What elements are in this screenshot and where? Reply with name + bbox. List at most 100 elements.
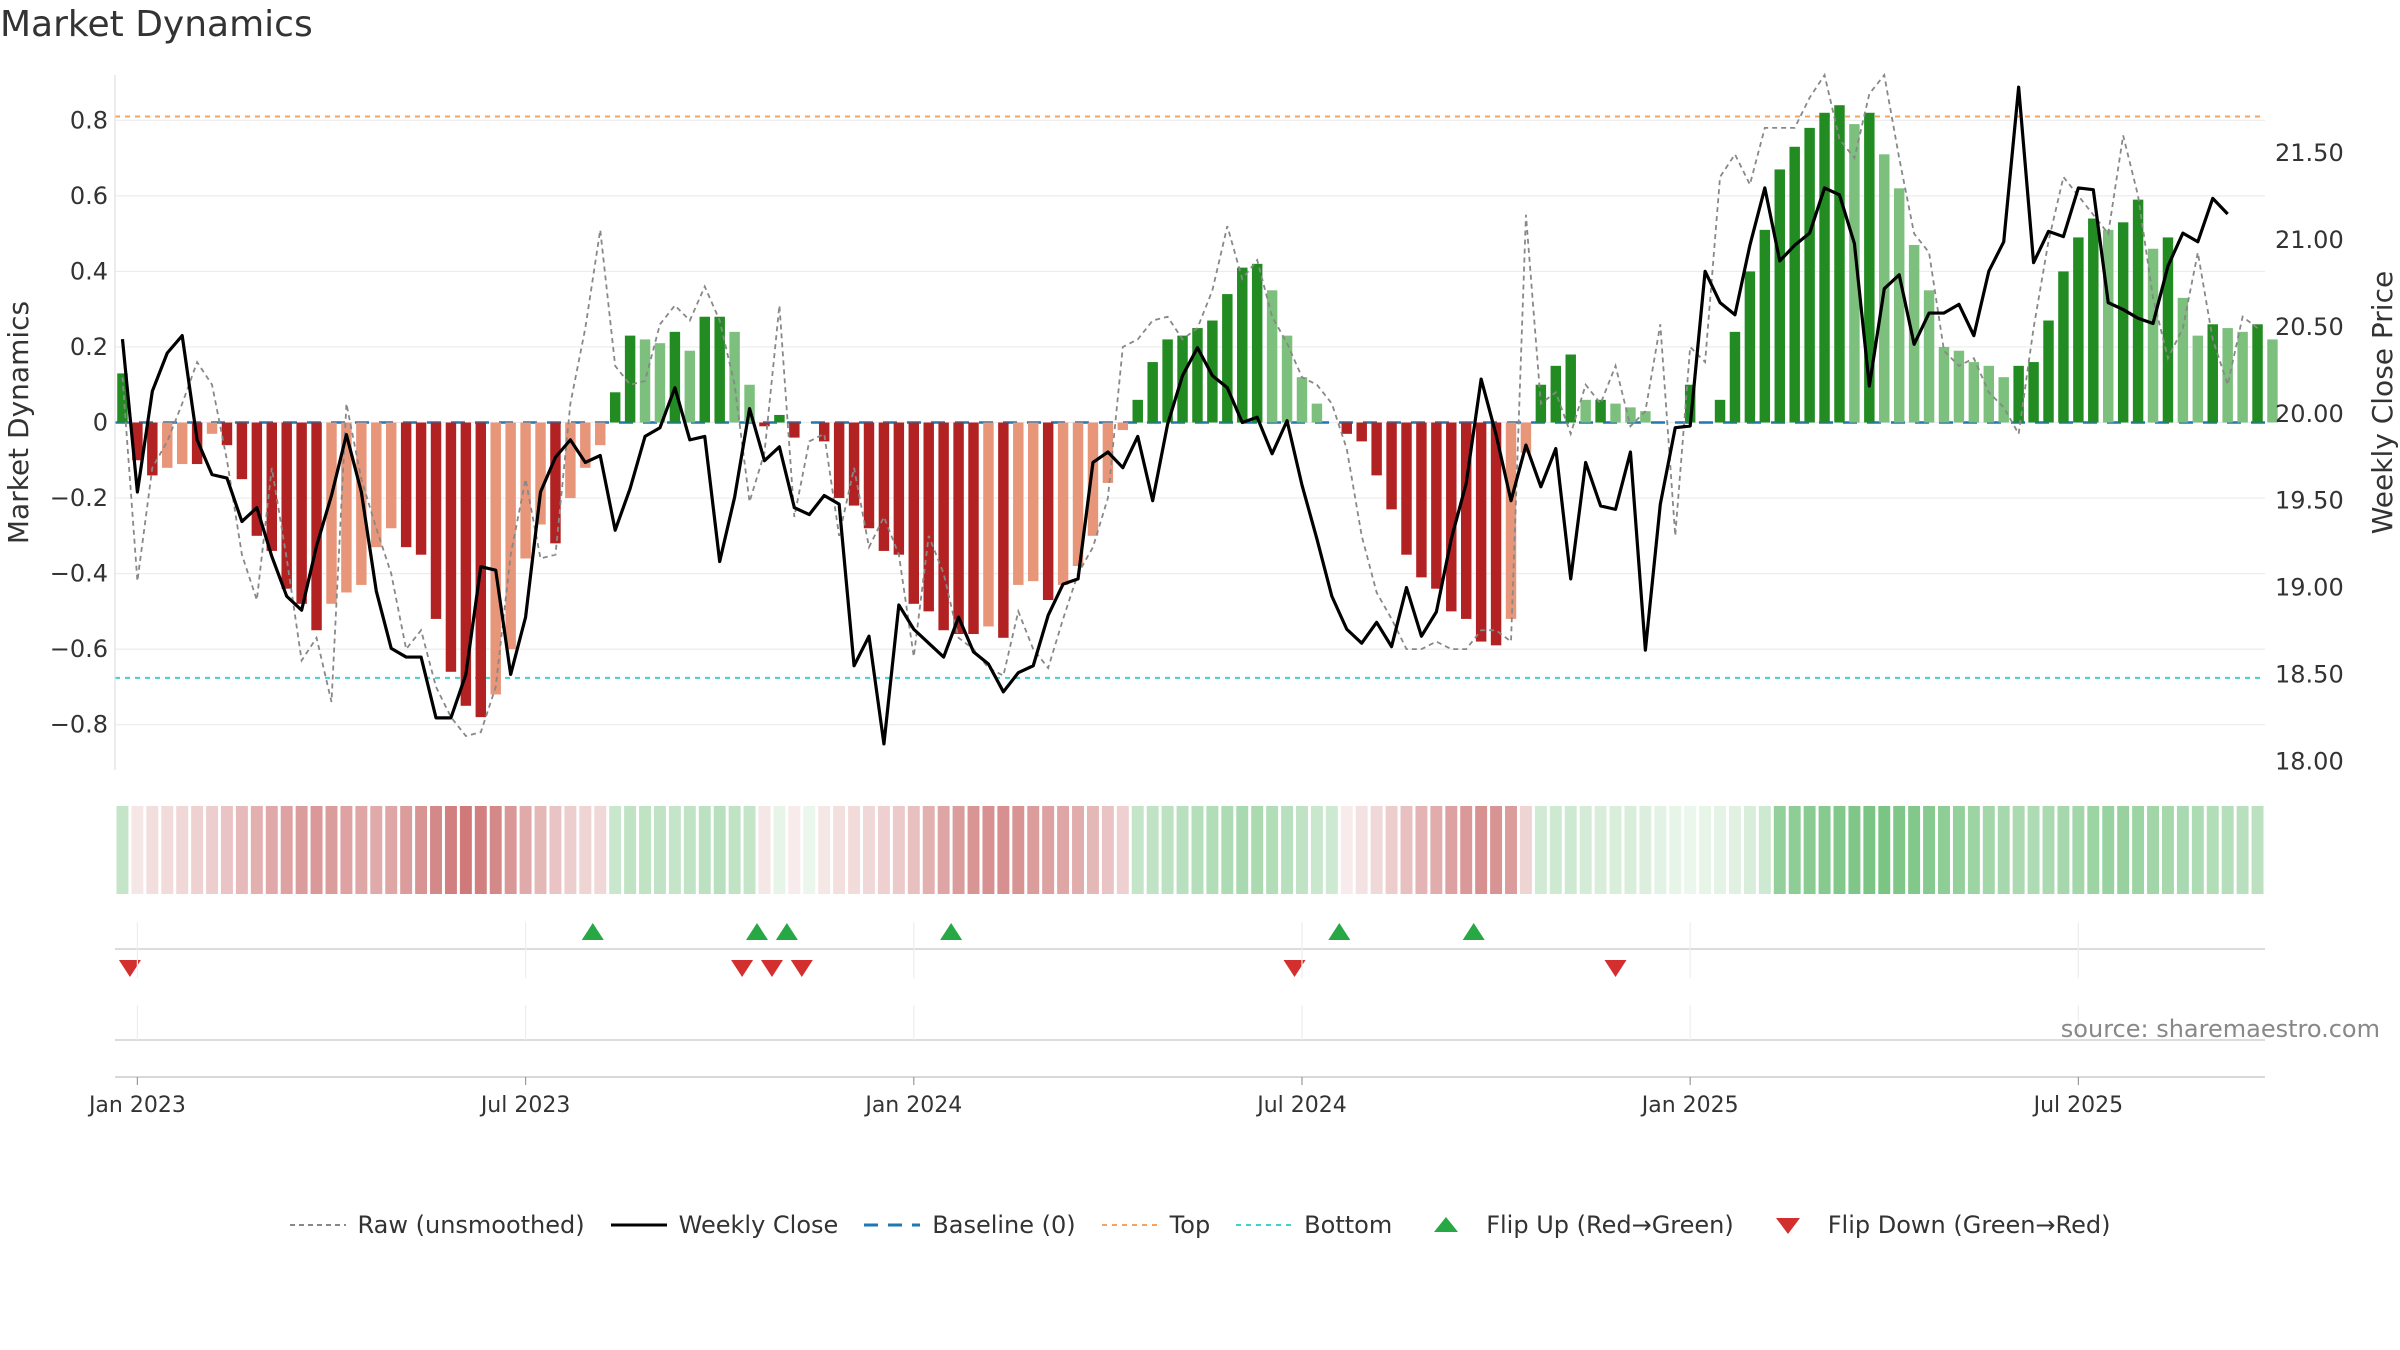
heat-cell bbox=[1893, 806, 1906, 894]
heat-cell bbox=[1923, 806, 1936, 894]
legend-swatch-raw bbox=[289, 1224, 346, 1226]
heat-cell bbox=[907, 806, 920, 894]
heat-cell bbox=[534, 806, 547, 894]
legend-label: Raw (unsmoothed) bbox=[357, 1211, 585, 1239]
heat-cell bbox=[250, 806, 263, 894]
market-dynamics-bar bbox=[1132, 399, 1143, 423]
heat-cell bbox=[1400, 806, 1413, 894]
heat-cell bbox=[1086, 806, 1099, 894]
right-tick-label: 19.00 bbox=[2275, 574, 2344, 602]
market-dynamics-bar bbox=[1819, 112, 1830, 423]
market-dynamics-bar bbox=[385, 422, 397, 529]
heat-cell bbox=[1146, 806, 1159, 894]
market-dynamics-bar bbox=[1147, 362, 1158, 423]
heat-cell bbox=[1161, 806, 1174, 894]
heat-cell bbox=[1788, 806, 1801, 894]
market-dynamics-bar bbox=[983, 422, 994, 627]
heat-cell bbox=[131, 806, 144, 894]
market-dynamics-bar bbox=[1460, 422, 1472, 619]
market-dynamics-bar bbox=[1759, 229, 1771, 423]
left-tick-label: 0.2 bbox=[70, 333, 108, 361]
heat-cell bbox=[1490, 806, 1503, 894]
right-tick-label: 21.00 bbox=[2275, 226, 2344, 254]
heat-cell bbox=[2042, 806, 2055, 894]
heat-cell bbox=[773, 806, 786, 894]
market-dynamics-bar bbox=[1057, 422, 1069, 585]
market-dynamics-bar bbox=[1834, 105, 1845, 423]
heat-cell bbox=[1579, 806, 1592, 894]
market-dynamics-bar bbox=[2222, 328, 2233, 423]
market-dynamics-bar bbox=[326, 422, 337, 604]
market-dynamics-bar bbox=[893, 422, 905, 555]
heat-cell bbox=[758, 806, 771, 894]
market-dynamics-bar bbox=[1953, 350, 1965, 423]
market-dynamics-bar bbox=[938, 422, 949, 631]
legend-label: Flip Down (Green→Red) bbox=[1827, 1211, 2111, 1239]
market-dynamics-bar bbox=[1237, 267, 1248, 423]
market-dynamics-bar bbox=[654, 343, 666, 423]
heat-cell bbox=[1281, 806, 1294, 894]
heat-cell bbox=[116, 806, 129, 894]
market-dynamics-bar bbox=[1968, 362, 1980, 423]
market-dynamics-bar bbox=[1222, 294, 1233, 423]
market-dynamics-bar bbox=[1162, 339, 1173, 423]
legend-label: Top bbox=[1169, 1211, 1211, 1239]
market-dynamics-bar bbox=[789, 422, 800, 438]
heat-cell bbox=[489, 806, 502, 894]
market-dynamics-bar bbox=[1774, 169, 1785, 423]
market-dynamics-bar bbox=[2028, 362, 2039, 423]
market-dynamics-bar bbox=[2073, 237, 2084, 423]
market-dynamics-bar bbox=[1042, 422, 1054, 601]
market-dynamics-bar bbox=[2207, 324, 2218, 423]
market-dynamics-bar bbox=[580, 422, 591, 468]
market-dynamics-bar bbox=[1087, 422, 1099, 536]
heat-cell bbox=[1908, 806, 1921, 894]
heat-cell bbox=[474, 806, 487, 894]
market-dynamics-bar bbox=[1923, 290, 1935, 423]
flip-down-marker bbox=[118, 960, 141, 977]
flip-up-marker bbox=[940, 923, 963, 940]
heat-cell bbox=[1266, 806, 1279, 894]
legend-label: Weekly Close bbox=[678, 1211, 839, 1239]
market-dynamics-bar bbox=[1610, 403, 1621, 423]
market-dynamics-bar bbox=[1251, 263, 1263, 423]
heat-cell bbox=[713, 806, 726, 894]
market-dynamics-bar bbox=[1266, 290, 1278, 423]
heat-cell bbox=[1669, 806, 1682, 894]
heat-cell bbox=[2027, 806, 2040, 894]
heat-cell bbox=[2102, 806, 2115, 894]
market-dynamics-bar bbox=[550, 422, 561, 544]
heat-cell bbox=[1236, 806, 1249, 894]
heat-cell bbox=[280, 806, 293, 894]
market-dynamics-bar bbox=[2162, 237, 2174, 423]
heat-cell bbox=[459, 806, 472, 894]
market-dynamics-bar bbox=[744, 384, 755, 423]
heat-cell bbox=[952, 806, 965, 894]
market-dynamics-bar bbox=[1580, 399, 1591, 423]
market-dynamics-bar bbox=[266, 422, 277, 551]
market-dynamics-bar bbox=[1475, 422, 1487, 642]
market-dynamics-bar bbox=[908, 422, 920, 604]
heat-cell bbox=[1803, 806, 1816, 894]
legend-swatch-bottom bbox=[1236, 1224, 1293, 1226]
heat-cell bbox=[1027, 806, 1040, 894]
legend-label: Flip Up (Red→Green) bbox=[1486, 1211, 1734, 1239]
market-dynamics-bar bbox=[1207, 320, 1218, 423]
x-tick-label: Jan 2024 bbox=[863, 1093, 962, 1118]
market-dynamics-bar bbox=[833, 422, 845, 499]
legend-swatch-top bbox=[1101, 1224, 1158, 1226]
market-dynamics-bar bbox=[1640, 411, 1651, 423]
heat-cell bbox=[235, 806, 248, 894]
flip-up-marker bbox=[581, 923, 604, 940]
market-dynamics-bar bbox=[609, 392, 621, 423]
market-dynamics-bar bbox=[1729, 331, 1741, 423]
market-dynamics-bar bbox=[878, 422, 890, 551]
heat-cell bbox=[2176, 806, 2189, 894]
price-series bbox=[120, 85, 2229, 746]
heat-cell bbox=[1116, 806, 1129, 894]
market-dynamics-bar bbox=[2117, 222, 2129, 423]
heat-cell bbox=[2087, 806, 2100, 894]
market-dynamics-bar bbox=[132, 422, 143, 461]
heat-cell bbox=[683, 806, 696, 894]
